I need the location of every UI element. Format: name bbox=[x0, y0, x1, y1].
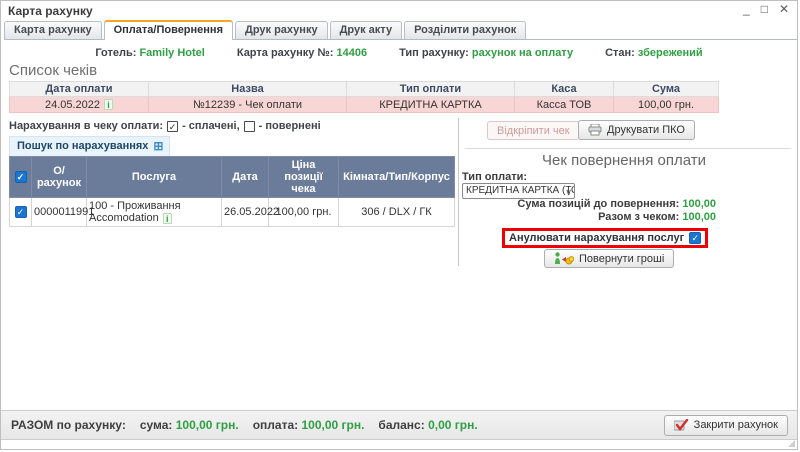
row-checkbox[interactable]: ✓ bbox=[14, 206, 27, 219]
accrual-room-cell[interactable]: 306 / DLX / ГК bbox=[338, 197, 455, 227]
col-date: Дата bbox=[221, 156, 269, 198]
total-label: РАЗОМ по рахунку: bbox=[11, 418, 126, 432]
annul-highlight-box: Анулювати нарахування послуг ✓ bbox=[502, 228, 709, 248]
resize-grip-icon[interactable] bbox=[788, 440, 795, 447]
tab-bar: Карта рахунку Оплата/Повернення Друк рах… bbox=[4, 20, 797, 40]
accruals-table: ✓ О/рахунок Послуга Дата Ціна позиції че… bbox=[9, 156, 455, 227]
total-with-check-label: Разом з чеком: bbox=[598, 211, 680, 223]
refund-money-icon bbox=[555, 252, 574, 265]
state-label: Стан: bbox=[605, 47, 635, 59]
tab-account-card[interactable]: Карта рахунку bbox=[4, 21, 102, 39]
payment-value: 100,00 грн. bbox=[301, 418, 365, 432]
annul-services-checkbox[interactable]: ✓ bbox=[689, 232, 702, 244]
checks-table: Дата оплати Назва Тип оплати Каса Сума 2… bbox=[9, 81, 719, 113]
check-cashbox-cell[interactable]: Касса ТОВ bbox=[514, 96, 614, 113]
payment-type-select[interactable]: КРЕДИТНА КАРТКА (ТО ∨ bbox=[462, 183, 575, 199]
expand-plus-icon[interactable]: ⊞ bbox=[153, 139, 164, 153]
check-amount-cell[interactable]: 100,00 грн. bbox=[613, 96, 719, 113]
check-row[interactable]: 24.05.2022 i №12239 - Чек оплати КРЕДИТНА… bbox=[9, 96, 719, 113]
accrual-row[interactable]: ✓ 0000011991 100 - Проживання Accomodati… bbox=[9, 197, 455, 227]
col-amount: Сума bbox=[613, 81, 719, 97]
unpin-check-button[interactable]: Відкріпити чек bbox=[487, 121, 580, 140]
sum-to-return-value: 100,00 bbox=[682, 198, 716, 210]
check-name-cell[interactable]: №12239 - Чек оплати bbox=[148, 96, 347, 113]
close-account-button[interactable]: Закрити рахунок bbox=[663, 414, 788, 436]
state-value: збережений bbox=[637, 47, 703, 59]
info-icon[interactable]: i bbox=[104, 99, 114, 111]
hotel-value: Family Hotel bbox=[139, 47, 205, 59]
balance-label: баланс: bbox=[378, 418, 425, 432]
accruals-table-header: ✓ О/рахунок Послуга Дата Ціна позиції че… bbox=[9, 156, 455, 198]
tab-split-invoice[interactable]: Розділити рахунок bbox=[404, 21, 527, 39]
accrual-account-cell[interactable]: 0000011991 bbox=[31, 197, 94, 227]
accrual-price-cell[interactable]: 100,00 грн. bbox=[268, 197, 339, 227]
maximize-icon[interactable]: □ bbox=[760, 2, 768, 16]
balance-value: 0,00 грн. bbox=[428, 418, 478, 432]
window-controls: _ □ ✕ bbox=[743, 2, 789, 16]
tab-print-act[interactable]: Друк акту bbox=[329, 21, 403, 39]
check-payment-type-cell[interactable]: КРЕДИТНА КАРТКА bbox=[346, 96, 515, 113]
accrual-date-cell[interactable]: 26.05.2022 bbox=[221, 197, 279, 227]
checks-table-header: Дата оплати Назва Тип оплати Каса Сума bbox=[9, 81, 719, 97]
tab-payment-refund[interactable]: Оплата/Повернення bbox=[103, 20, 233, 40]
chevron-down-icon: ∨ bbox=[565, 187, 572, 197]
refund-sums: Сума позицій до повернення: 100,00 Разом… bbox=[517, 198, 716, 224]
accrual-service-cell[interactable]: 100 - Проживання Accomodation i bbox=[86, 197, 222, 227]
close-icon[interactable]: ✕ bbox=[778, 2, 789, 16]
account-type-value: рахунок на оплату bbox=[471, 47, 574, 59]
select-all-checkbox[interactable]: ✓ bbox=[14, 171, 27, 184]
col-payment-type: Тип оплати bbox=[346, 81, 515, 97]
hotel-label: Готель: bbox=[95, 47, 137, 59]
card-number-label: Карта рахунку №: bbox=[236, 47, 334, 59]
checkbox-checked-icon: ✓ bbox=[167, 120, 179, 132]
check-date-cell[interactable]: 24.05.2022 i bbox=[9, 96, 149, 113]
search-accruals-link[interactable]: Пошук по нарахуваннях ⊞ bbox=[9, 136, 171, 157]
payment-type-label: Тип оплати: bbox=[462, 171, 528, 183]
col-cashbox: Каса bbox=[514, 81, 614, 97]
sum-to-return-label: Сума позицій до повернення: bbox=[517, 198, 680, 210]
annul-services-label: Анулювати нарахування послуг bbox=[509, 232, 685, 244]
checks-list-heading: Список чеків bbox=[9, 62, 98, 79]
col-item-price: Ціна позиції чека bbox=[268, 156, 339, 198]
col-service: Послуга bbox=[86, 156, 222, 198]
printer-icon bbox=[588, 124, 602, 136]
account-type-label: Тип рахунку: bbox=[399, 47, 469, 59]
payment-label: оплата: bbox=[252, 418, 299, 432]
col-payment-date: Дата оплати bbox=[9, 81, 149, 97]
tab-print-invoice[interactable]: Друк рахунку bbox=[235, 21, 328, 39]
col-room-type: Кімната/Тип/Корпус bbox=[338, 156, 455, 198]
refund-heading: Чек повернення оплати bbox=[542, 152, 706, 169]
accruals-legend: Нарахування в чеку оплати: ✓ - сплачені,… bbox=[9, 120, 321, 132]
info-icon[interactable]: i bbox=[162, 212, 172, 224]
row-select-cell: ✓ bbox=[9, 197, 32, 227]
refund-money-button[interactable]: Повернути гроші bbox=[544, 249, 675, 268]
print-pko-button[interactable]: Друкувати ПКО bbox=[578, 120, 695, 140]
col-subaccount: О/рахунок bbox=[31, 156, 87, 198]
panel-hr bbox=[465, 148, 791, 149]
total-with-check-value: 100,00 bbox=[682, 211, 716, 223]
panel-divider bbox=[458, 118, 459, 266]
col-name: Назва bbox=[148, 81, 347, 97]
checkbox-unchecked-icon bbox=[243, 120, 255, 132]
sum-label: сума: bbox=[139, 418, 173, 432]
window-title: Карта рахунку bbox=[8, 4, 93, 18]
account-info-bar: Готель: Family Hotel Карта рахунку №: 14… bbox=[1, 47, 797, 59]
sum-value: 100,00 грн. bbox=[175, 418, 239, 432]
select-all-cell: ✓ bbox=[9, 156, 32, 198]
card-number-value: 14406 bbox=[336, 47, 368, 59]
totals-footer: РАЗОМ по рахунку: сума: 100,00 грн. опла… bbox=[1, 410, 797, 440]
red-check-icon bbox=[673, 418, 688, 431]
minimize-icon[interactable]: _ bbox=[743, 2, 750, 16]
